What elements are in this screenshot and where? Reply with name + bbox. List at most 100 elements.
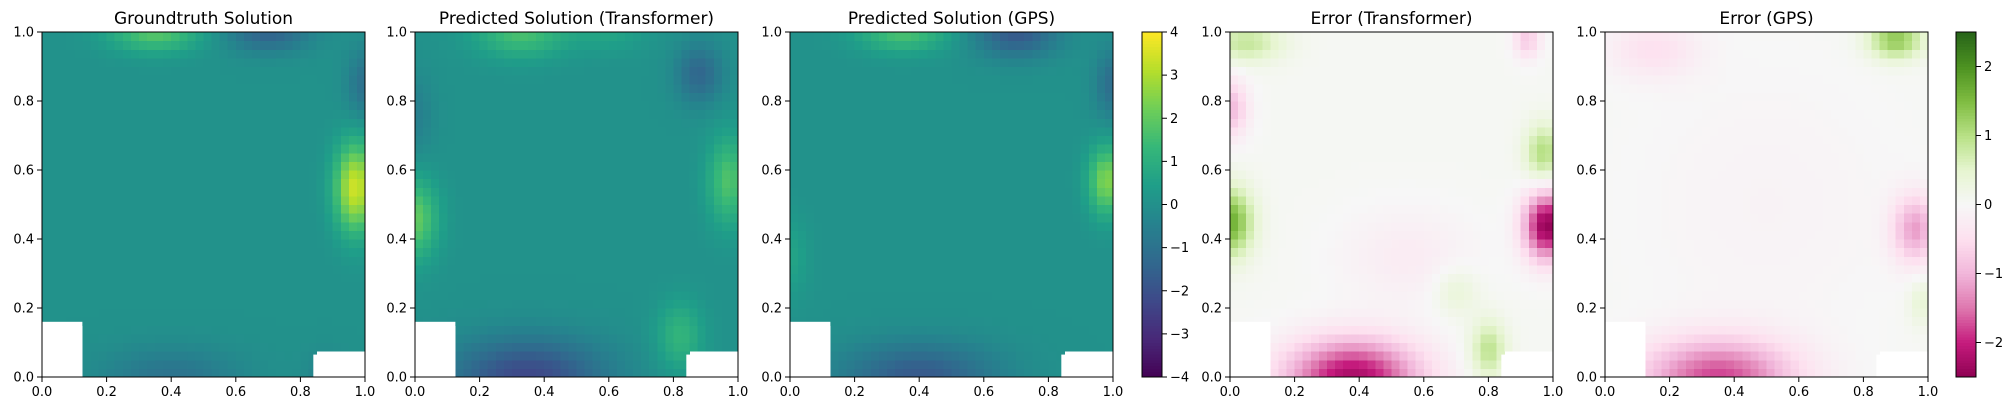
heatmap-cell	[999, 273, 1009, 283]
axes-frame	[414, 31, 739, 378]
heatmap-cell	[641, 204, 650, 214]
heatmap-cell	[316, 49, 326, 59]
heatmap-cell	[356, 316, 366, 326]
heatmap-cell	[600, 32, 610, 42]
heatmap-cell	[90, 342, 100, 352]
heatmap-cell	[340, 83, 350, 93]
heatmap-cell	[721, 342, 731, 352]
heatmap-cell	[919, 333, 928, 344]
heatmap-cell	[576, 333, 586, 344]
heatmap-cell	[439, 213, 448, 223]
heatmap-cell	[114, 152, 124, 162]
heatmap-cell	[308, 83, 318, 93]
heatmap-cell	[42, 308, 51, 318]
heatmap-cell	[1096, 101, 1106, 111]
heatmap-cell	[967, 135, 977, 145]
heatmap-cell	[138, 144, 148, 154]
heatmap-cell	[1448, 342, 1457, 352]
heatmap-cell	[608, 273, 618, 283]
heatmap-cell	[251, 273, 261, 283]
heatmap-cell	[519, 83, 529, 93]
heatmap-cell	[66, 144, 75, 154]
heatmap-cell	[1016, 325, 1025, 335]
heatmap-cell	[98, 83, 108, 93]
heatmap-cell	[146, 273, 156, 283]
heatmap-cell	[673, 273, 683, 283]
heatmap-cell	[260, 316, 269, 326]
heatmap-cell	[689, 213, 699, 223]
heatmap-cell	[1048, 299, 1058, 309]
heatmap-cell	[689, 264, 699, 275]
heatmap-cell	[1064, 83, 1074, 93]
heatmap-cell	[999, 187, 1009, 197]
heatmap-cell	[1032, 368, 1041, 378]
heatmap-cell	[838, 221, 848, 231]
heatmap-cell	[1080, 264, 1090, 275]
heatmap-cell	[576, 230, 586, 240]
heatmap-cell	[1040, 178, 1049, 188]
heatmap-cell	[1056, 178, 1066, 188]
heatmap-cell	[163, 213, 172, 223]
heatmap-cell	[1072, 325, 1082, 335]
heatmap-cell	[576, 316, 586, 326]
heatmap-cell	[721, 308, 731, 318]
heatmap-cell	[300, 57, 310, 68]
heatmap-cell	[1310, 368, 1320, 378]
heatmap-cell	[495, 126, 505, 137]
heatmap-cell	[673, 118, 683, 128]
heatmap-cell	[862, 213, 872, 223]
heatmap-cell	[721, 239, 731, 249]
heatmap-cell	[42, 66, 51, 76]
heatmap-cell	[90, 213, 100, 223]
heatmap-cell	[830, 126, 840, 137]
heatmap-cell	[316, 290, 326, 300]
heatmap-cell	[203, 161, 213, 171]
heatmap-cell	[673, 213, 683, 223]
heatmap-cell	[903, 83, 912, 93]
heatmap-cell	[943, 351, 953, 361]
heatmap-cell	[348, 170, 358, 180]
heatmap-cell	[919, 83, 928, 93]
heatmap-cell	[681, 49, 691, 59]
heatmap-cell	[1310, 333, 1320, 344]
heatmap-cell	[1302, 359, 1312, 369]
heatmap-cell	[300, 342, 310, 352]
heatmap-cell	[324, 316, 334, 326]
heatmap-cell	[90, 49, 100, 59]
heatmap-cell	[886, 57, 896, 68]
heatmap-cell	[528, 40, 537, 50]
heatmap-cell	[846, 57, 856, 68]
heatmap-cell	[911, 351, 920, 361]
heatmap-cell	[211, 101, 221, 111]
heatmap-cell	[1294, 308, 1304, 318]
heatmap-cell	[66, 83, 75, 93]
heatmap-cell	[471, 282, 481, 292]
heatmap-cell	[1080, 32, 1090, 42]
heatmap-cell	[519, 195, 529, 206]
heatmap-cell	[447, 170, 456, 180]
heatmap-cell	[235, 204, 245, 214]
heatmap-cell	[544, 325, 553, 335]
heatmap-cell	[943, 75, 953, 85]
heatmap-cell	[268, 161, 277, 171]
heatmap-cell	[608, 342, 618, 352]
heatmap-cell	[584, 308, 594, 318]
heatmap-cell	[122, 213, 132, 223]
heatmap-cell	[673, 342, 683, 352]
heatmap-cell	[967, 264, 977, 275]
heatmap-cell	[163, 204, 172, 214]
heatmap-cell	[487, 40, 497, 50]
heatmap-cell	[568, 144, 578, 154]
heatmap-cell	[729, 325, 739, 335]
heatmap-cell	[1528, 325, 1538, 335]
heatmap-cell	[681, 325, 691, 335]
heatmap-cell	[697, 325, 707, 335]
heatmap-cell	[171, 264, 180, 275]
heatmap-cell	[1064, 308, 1074, 318]
heatmap-cell	[822, 92, 831, 102]
heatmap-cell	[721, 170, 731, 180]
heatmap-cell	[697, 49, 707, 59]
heatmap-cell	[1072, 247, 1082, 257]
heatmap-cell	[975, 109, 985, 119]
heatmap-cell	[1318, 368, 1328, 378]
